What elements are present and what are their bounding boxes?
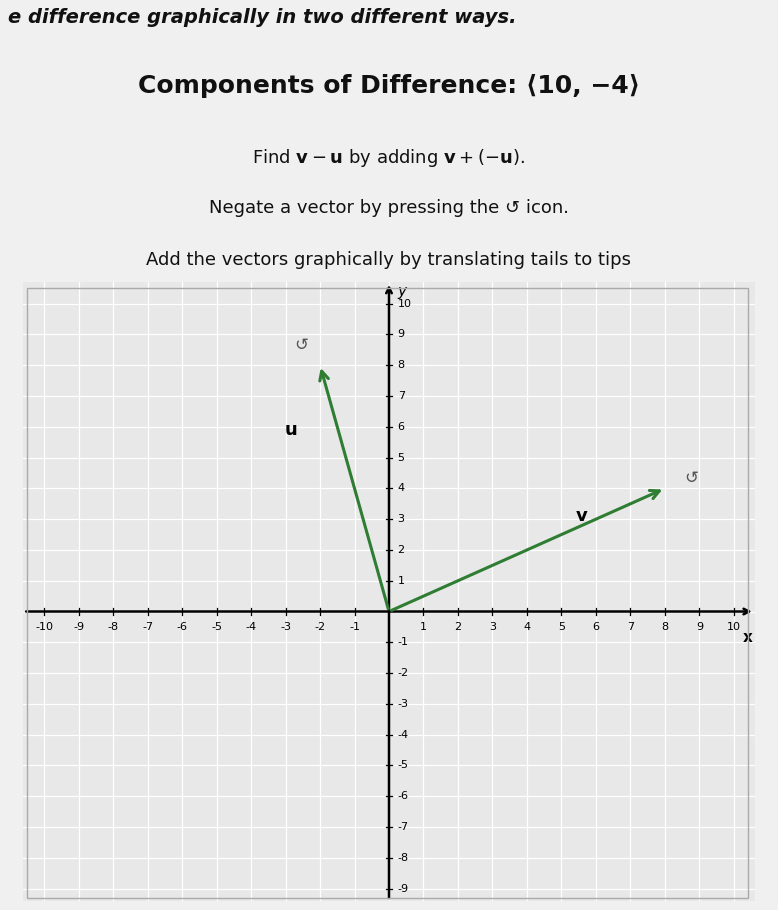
Text: 10: 10 [727, 622, 741, 632]
Text: y: y [398, 284, 407, 298]
Text: 6: 6 [398, 422, 405, 431]
Text: -4: -4 [245, 622, 257, 632]
Text: -3: -3 [398, 699, 408, 709]
Text: Components of Difference: ⟨10, −4⟩: Components of Difference: ⟨10, −4⟩ [138, 74, 640, 97]
Text: Negate a vector by pressing the ↺ icon.: Negate a vector by pressing the ↺ icon. [209, 199, 569, 217]
Text: 4: 4 [524, 622, 531, 632]
Text: -5: -5 [211, 622, 222, 632]
Text: -5: -5 [398, 761, 408, 771]
Text: 2: 2 [398, 545, 405, 555]
Text: -8: -8 [107, 622, 118, 632]
Text: -4: -4 [398, 730, 408, 740]
Text: 1: 1 [420, 622, 427, 632]
Text: 10: 10 [398, 298, 412, 308]
Text: 8: 8 [398, 360, 405, 370]
Text: ↺: ↺ [294, 336, 308, 354]
Text: ↺: ↺ [684, 469, 698, 487]
Text: 2: 2 [454, 622, 461, 632]
Text: -10: -10 [35, 622, 53, 632]
Text: 5: 5 [398, 452, 405, 462]
Text: 4: 4 [398, 483, 405, 493]
Text: -3: -3 [280, 622, 291, 632]
Text: -6: -6 [177, 622, 187, 632]
Text: 9: 9 [398, 329, 405, 339]
Text: x: x [743, 630, 753, 645]
Text: -7: -7 [142, 622, 153, 632]
Text: -2: -2 [398, 668, 408, 678]
Text: 1: 1 [398, 576, 405, 586]
Text: 5: 5 [558, 622, 565, 632]
Text: 8: 8 [661, 622, 668, 632]
Text: $\mathbf{u}$: $\mathbf{u}$ [284, 420, 297, 439]
Text: -2: -2 [314, 622, 325, 632]
Text: -9: -9 [398, 884, 408, 894]
Text: -1: -1 [349, 622, 360, 632]
Text: -7: -7 [398, 822, 408, 832]
Text: 9: 9 [696, 622, 703, 632]
Text: -8: -8 [398, 853, 408, 863]
Text: 7: 7 [627, 622, 634, 632]
Text: 3: 3 [398, 514, 405, 524]
Text: -9: -9 [73, 622, 84, 632]
Text: $\mathbf{v}$: $\mathbf{v}$ [576, 507, 589, 525]
Text: Find $\mathbf{v} - \mathbf{u}$ by adding $\mathbf{v} + (-\mathbf{u})$.: Find $\mathbf{v} - \mathbf{u}$ by adding… [253, 147, 525, 169]
Text: 6: 6 [593, 622, 600, 632]
Text: -6: -6 [398, 791, 408, 801]
Text: 7: 7 [398, 391, 405, 401]
Text: e difference graphically in two different ways.: e difference graphically in two differen… [8, 8, 517, 27]
Text: 3: 3 [489, 622, 496, 632]
Text: Add the vectors graphically by translating tails to tips: Add the vectors graphically by translati… [146, 251, 632, 269]
Text: -1: -1 [398, 637, 408, 647]
